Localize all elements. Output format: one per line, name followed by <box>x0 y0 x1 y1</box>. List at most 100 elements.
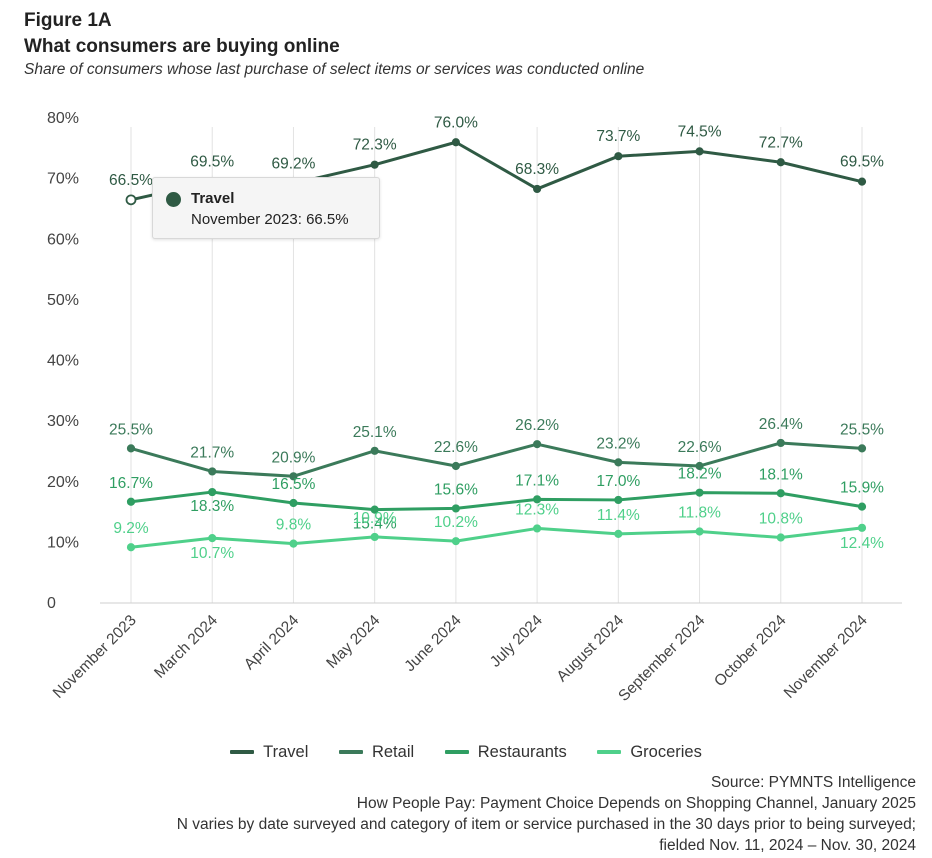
series-line-groceries <box>130 526 863 549</box>
source-line-1: Source: PYMNTS Intelligence <box>710 774 916 791</box>
grid-layer <box>130 127 863 603</box>
data-label-retail: 22.6% <box>678 439 722 456</box>
y-tick-label: 40% <box>47 353 79 370</box>
data-point-groceries <box>370 532 379 542</box>
data-label-restaurants: 18.3% <box>190 498 234 515</box>
legend-item-restaurants[interactable]: Restaurants <box>444 742 567 762</box>
data-point-restaurants <box>126 497 136 506</box>
data-label-travel: 72.3% <box>353 137 397 154</box>
legend-label-restaurants: Restaurants <box>477 742 567 761</box>
legend-swatch-retail <box>338 750 363 754</box>
data-point-groceries <box>533 524 542 533</box>
data-point-retail <box>370 446 379 455</box>
data-point-travel <box>451 138 460 147</box>
data-point-travel <box>370 160 379 169</box>
legend-label-retail: Retail <box>371 742 415 761</box>
chart-subtitle: Share of consumers whose last purchase o… <box>24 61 645 78</box>
legend-item-travel[interactable]: Travel <box>230 743 308 762</box>
data-label-travel: 68.3% <box>515 161 559 178</box>
data-label-groceries: 12.3% <box>515 501 559 518</box>
legend-label-travel: Travel <box>263 742 309 761</box>
x-tick-label: November 2024 <box>781 612 871 702</box>
x-tick-label: March 2024 <box>151 612 221 682</box>
data-label-retail: 26.4% <box>759 416 803 433</box>
series-line-restaurants <box>130 490 863 512</box>
data-label-retail: 23.2% <box>596 435 640 452</box>
x-tick-label: June 2024 <box>401 612 464 675</box>
y-tick-label: 80% <box>47 110 79 127</box>
data-point-groceries <box>289 539 298 548</box>
series-line-retail <box>130 441 863 478</box>
data-point-travel <box>695 147 704 156</box>
legend-item-groceries[interactable]: Groceries <box>597 743 702 762</box>
data-point-retail <box>533 440 542 449</box>
data-point-groceries <box>776 533 785 542</box>
data-label-retail: 26.2% <box>515 417 559 434</box>
data-point-groceries <box>614 529 623 538</box>
data-label-groceries: 10.2% <box>434 514 478 531</box>
x-tick-label: August 2024 <box>554 612 628 686</box>
y-tick-label: 10% <box>47 534 79 551</box>
data-point-retail <box>857 444 867 453</box>
data-point-groceries <box>126 543 136 552</box>
data-label-travel: 73.7% <box>596 128 640 145</box>
data-label-restaurants: 16.5% <box>271 476 315 493</box>
data-label-groceries: 9.8% <box>276 517 312 534</box>
data-point-restaurants <box>614 495 623 505</box>
data-label-retail: 25.5% <box>109 421 153 438</box>
data-point-restaurants <box>776 489 785 498</box>
data-point-travel <box>614 152 623 161</box>
y-tick-label: 30% <box>47 413 79 430</box>
data-label-travel: 69.2% <box>271 155 315 172</box>
data-label-travel: 69.5% <box>840 154 884 171</box>
data-label-groceries: 12.4% <box>840 535 884 552</box>
data-point-travel <box>125 194 137 206</box>
line-chart: 010%20%30%40%50%60%70%80%November 2023 Ma… <box>47 110 902 705</box>
data-label-retail: 21.7% <box>190 444 234 461</box>
tooltip-value: November 2023: 66.5% <box>191 211 349 228</box>
data-point-retail <box>614 458 623 467</box>
legend: Travel Retail Restaurants Groceries <box>0 740 932 762</box>
x-tick-label: September 2024 <box>615 612 708 705</box>
data-label-restaurants: 17.1% <box>515 472 559 489</box>
x-tick-label: July 2024 <box>487 612 546 671</box>
data-point-retail <box>208 467 217 476</box>
source-note: Source: PYMNTS Intelligence How People P… <box>177 772 916 856</box>
data-point-restaurants <box>533 495 542 504</box>
x-tick-label: April 2024 <box>241 612 303 674</box>
figure-label: Figure 1A <box>24 10 112 31</box>
data-label-restaurants: 15.6% <box>434 481 478 498</box>
data-label-retail: 25.5% <box>840 421 884 438</box>
source-line-4: fielded Nov. 11, 2024 – Nov. 30, 2024 <box>659 837 916 854</box>
data-point-retail <box>289 472 298 481</box>
tooltip: Travel November 2023: 66.5% <box>152 177 380 239</box>
tooltip-series-dot <box>166 192 181 207</box>
data-point-restaurants <box>289 498 298 508</box>
data-label-retail: 25.1% <box>353 424 397 441</box>
data-label-travel: 76.0% <box>434 114 478 131</box>
data-point-retail <box>776 438 785 448</box>
data-point-restaurants <box>370 505 379 514</box>
legend-label-groceries: Groceries <box>630 742 702 761</box>
data-point-retail <box>126 444 136 453</box>
data-point-groceries <box>857 523 867 532</box>
data-label-travel: 69.5% <box>190 154 234 171</box>
data-label-restaurants: 18.1% <box>759 466 803 483</box>
data-point-restaurants <box>451 504 460 513</box>
data-label-groceries: 10.7% <box>190 545 234 562</box>
data-point-travel <box>533 184 542 194</box>
legend-item-retail[interactable]: Retail <box>338 742 415 762</box>
source-line-2: How People Pay: Payment Choice Depends o… <box>356 795 916 812</box>
data-point-groceries <box>208 534 217 543</box>
data-label-retail: 20.9% <box>271 449 315 466</box>
source-line-3: N varies by date surveyed and category o… <box>176 816 916 833</box>
y-tick-label: 60% <box>47 231 79 248</box>
data-label-restaurants: 15.9% <box>840 480 884 497</box>
data-label-travel: 66.5% <box>109 172 153 189</box>
data-label-retail: 22.6% <box>434 439 478 456</box>
tooltip-series-name: Travel <box>191 190 235 207</box>
x-tick-label: May 2024 <box>323 612 383 672</box>
y-tick-label: 0 <box>47 595 56 612</box>
data-label-restaurants: 18.2% <box>678 466 722 483</box>
data-label-groceries: 11.8% <box>678 504 721 521</box>
